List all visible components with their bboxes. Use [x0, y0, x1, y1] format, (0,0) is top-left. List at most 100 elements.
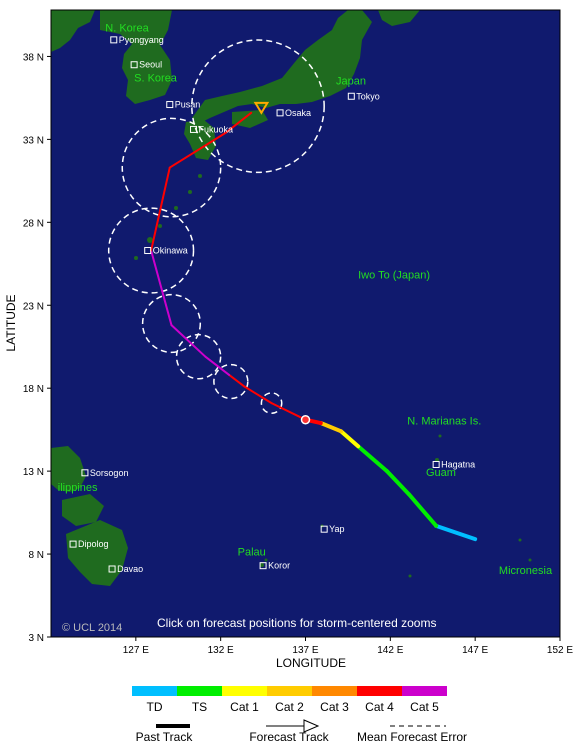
scale-label: Cat 1	[230, 700, 259, 714]
past-track-label: Past Track	[136, 730, 194, 744]
city-marker-11	[69, 540, 77, 548]
scale-swatch-4	[312, 686, 357, 696]
past-track-segment-0	[434, 523, 478, 542]
scale-label: TD	[147, 700, 163, 714]
city-marker-8	[320, 525, 328, 533]
forecast-track-segment-5	[150, 249, 173, 327]
error-circle-3[interactable]	[141, 293, 202, 354]
mean-error-label: Mean Forecast Error	[357, 730, 467, 744]
forecast-track-segment-1	[243, 385, 273, 405]
forecast-track-segment-4	[170, 324, 207, 358]
city-marker-4	[276, 109, 284, 117]
land-philippines-visayas	[62, 494, 104, 526]
error-circle-5[interactable]	[121, 117, 222, 218]
city-marker-12	[108, 565, 116, 573]
scale-label: Cat 5	[410, 700, 439, 714]
city-marker-10	[81, 469, 89, 477]
lat-tick-label: 13 N	[23, 467, 44, 478]
scale-label: Cat 3	[320, 700, 349, 714]
land-korea	[100, 10, 172, 104]
forecast-track-segment-8	[224, 111, 253, 134]
scale-label: TS	[192, 700, 207, 714]
error-circle-0[interactable]	[260, 392, 283, 415]
city-label: Koror	[268, 561, 290, 571]
city-label: Osaka	[285, 108, 311, 118]
forecast-track-label: Forecast Track	[249, 730, 329, 744]
mean-forecast-error-circles	[107, 39, 325, 415]
forecast-track-segment-6	[150, 166, 171, 252]
land-philippines-mindanao	[66, 520, 128, 586]
scale-swatch-0	[132, 686, 177, 696]
lat-tick-label: 33 N	[23, 135, 44, 146]
city-label: Okinawa	[153, 246, 188, 256]
past-track-segment-4	[339, 429, 361, 449]
city-marker-7	[432, 460, 440, 468]
region-label: N. Korea	[105, 23, 149, 35]
forecast-end-triangle-icon[interactable]	[253, 101, 270, 115]
city-marker-1	[130, 61, 138, 69]
region-label: Iwo To (Japan)	[358, 270, 430, 282]
past-track-segment-1	[406, 492, 439, 528]
latitude-axis: 38 N 33 N 28 N 23 N 18 N 13 N 8 N 3 N	[23, 52, 51, 644]
longitude-title: LONGITUDE	[276, 656, 346, 670]
city-label: Seoul	[139, 60, 162, 70]
city-label: Pyongyang	[119, 35, 164, 45]
error-circle-6[interactable]	[191, 39, 325, 174]
lat-tick-label: 28 N	[23, 218, 44, 229]
city-label: Pusan	[175, 100, 201, 110]
ocean-background	[51, 10, 560, 637]
track-markers	[253, 101, 311, 425]
current-position-icon[interactable]	[300, 414, 311, 425]
intensity-scale: TD TS Cat 1 Cat 2 Cat 3 Cat 4 Cat 5	[132, 686, 447, 714]
land-philippines-luzon	[51, 446, 86, 492]
error-circle-4[interactable]	[107, 207, 195, 294]
city-label: Hagatna	[441, 459, 475, 469]
lat-tick-label: 8 N	[28, 550, 44, 561]
city-marker-2	[166, 101, 174, 109]
scale-swatch-1	[177, 686, 222, 696]
lon-tick-label: 137 E	[292, 645, 318, 656]
city-label: Yap	[329, 524, 344, 534]
region-label: N. Marianas Is.	[407, 416, 481, 428]
scale-label: Cat 4	[365, 700, 394, 714]
zoom-notice[interactable]: Click on forecast positions for storm-ce…	[157, 616, 436, 630]
scale-swatch-5	[357, 686, 402, 696]
city-marker-6	[144, 247, 152, 255]
city-marker-0	[110, 36, 118, 44]
lat-tick-label: 18 N	[23, 384, 44, 395]
lon-tick-label: 132 E	[208, 645, 234, 656]
lon-tick-label: 127 E	[123, 645, 149, 656]
city-marker-3	[190, 125, 198, 133]
lat-tick-label: 3 N	[28, 633, 44, 644]
city-marker-9	[259, 562, 267, 570]
land-japan-shikoku	[232, 110, 268, 128]
lon-tick-label: 147 E	[462, 645, 488, 656]
forecast-track-segment-3	[204, 355, 231, 376]
legend-line-types: Past Track Forecast Track Mean Forecast …	[136, 719, 467, 744]
city-markers: Pyongyang Seoul Pusan Fukuoka Osaka Tokyo Okin…	[69, 35, 475, 574]
region-label: Palau	[238, 547, 266, 559]
latitude-title: LATITUDE	[4, 294, 18, 351]
past-track-segment-2	[384, 469, 411, 497]
lat-tick-label: 23 N	[23, 301, 44, 312]
region-label: Guam	[426, 467, 456, 479]
city-marker-5	[347, 92, 355, 100]
error-circle-1[interactable]	[213, 363, 249, 400]
lon-tick-label: 152 E	[547, 645, 573, 656]
scale-swatch-6	[402, 686, 447, 696]
city-label: Dipolog	[78, 539, 109, 549]
copyright-text: © UCL 2014	[62, 622, 122, 634]
lon-tick-label: 142 E	[377, 645, 403, 656]
region-labels: N. Korea S. Korea Japan Iwo To (Japan) N. Ma…	[58, 23, 553, 577]
scale-label: Cat 2	[275, 700, 304, 714]
lat-tick-label: 38 N	[23, 52, 44, 63]
scale-swatch-2	[222, 686, 267, 696]
forecast-track-segment-0	[270, 402, 307, 421]
city-label: Fukuoka	[199, 124, 234, 134]
land-japan-hokkaido	[378, 10, 420, 26]
region-label: Japan	[336, 76, 366, 88]
past-track-segment-5	[318, 421, 344, 434]
land-masses	[51, 10, 532, 586]
forecast-track-arrow-icon	[303, 719, 320, 733]
